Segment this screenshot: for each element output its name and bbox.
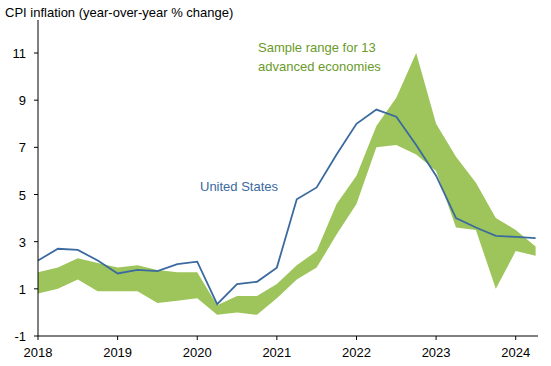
x-tick-label: 2021 — [262, 345, 291, 360]
y-tick — [34, 241, 38, 242]
series-label: Sample range for 13 advanced economies — [258, 40, 381, 74]
y-tick-label: 7 — [19, 140, 26, 155]
x-tick — [356, 336, 357, 340]
x-tick-label: 2023 — [422, 345, 451, 360]
x-tick — [117, 336, 118, 340]
y-tick-label: 9 — [19, 93, 26, 108]
y-tick — [34, 288, 38, 289]
range-band — [38, 53, 536, 315]
y-tick — [34, 194, 38, 195]
x-tick — [276, 336, 277, 340]
series-label: United States — [200, 179, 279, 194]
x-tick-label: 2024 — [501, 345, 530, 360]
y-tick-label: 5 — [19, 188, 26, 203]
y-tick-label: 3 — [19, 235, 26, 250]
x-tick — [515, 336, 516, 340]
x-tick-label: 2022 — [342, 345, 371, 360]
title: CPI inflation (year-over-year % change) — [5, 5, 233, 20]
y-tick — [34, 147, 38, 148]
y-tick — [34, 53, 38, 54]
x-tick — [197, 336, 198, 340]
y-tick-label: 1 — [19, 282, 26, 297]
x-axis — [38, 336, 538, 337]
x-tick-label: 2018 — [24, 345, 53, 360]
chart: CPI inflation (year-over-year % change) -… — [0, 0, 551, 366]
label-line: advanced economies — [258, 59, 381, 74]
plot-marks — [38, 53, 536, 315]
x-tick — [436, 336, 437, 340]
label-line: Sample range for 13 — [258, 40, 379, 55]
y-tick — [34, 336, 38, 337]
line-series — [38, 110, 536, 305]
x-tick — [38, 336, 39, 340]
y-tick-label: -1 — [14, 329, 26, 344]
x-tick-label: 2019 — [103, 345, 132, 360]
x-tick-label: 2020 — [183, 345, 212, 360]
y-tick-label: 11 — [13, 46, 27, 61]
y-tick — [34, 100, 38, 101]
